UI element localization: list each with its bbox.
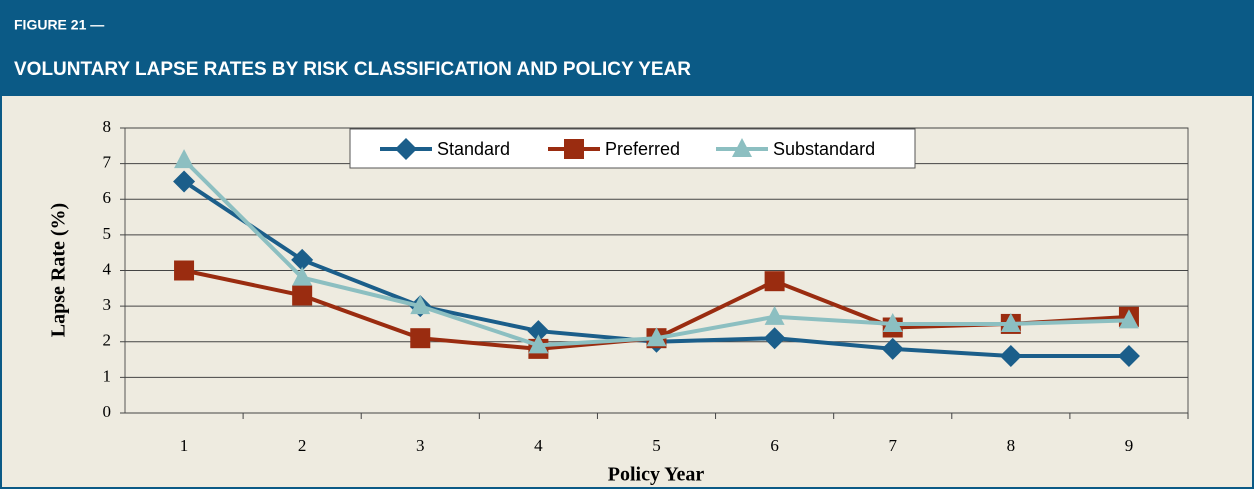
header-band: [0, 0, 1254, 96]
y-tick-label: 0: [103, 402, 112, 421]
y-tick-label: 7: [103, 153, 112, 172]
x-tick-label: 5: [652, 436, 661, 455]
legend-marker: [564, 139, 584, 159]
legend-marker: [732, 138, 752, 157]
legend-label: Preferred: [605, 139, 680, 159]
x-tick-label: 9: [1125, 436, 1134, 455]
data-point: [881, 337, 904, 360]
data-point: [646, 327, 667, 347]
y-tick-label: 3: [103, 295, 112, 314]
data-point: [173, 170, 196, 193]
legend-label: Standard: [437, 139, 510, 159]
x-tick-label: 7: [888, 436, 897, 455]
legend-box: [349, 128, 916, 169]
data-point: [764, 305, 785, 325]
data-point: [999, 345, 1022, 367]
y-tick-label: 4: [103, 259, 112, 278]
data-point: [410, 328, 431, 349]
data-point: [292, 285, 313, 306]
data-point: [410, 295, 431, 315]
x-tick-label: 1: [180, 436, 189, 455]
data-point: [528, 334, 549, 354]
data-point: [882, 312, 903, 332]
y-tick-label: 2: [103, 331, 112, 350]
figure-label: FIGURE 21 —: [14, 17, 104, 33]
y-tick-label: 8: [103, 117, 112, 136]
x-axis-label: Policy Year: [608, 464, 705, 486]
x-tick-label: 6: [770, 436, 779, 455]
x-tick-label: 4: [534, 436, 543, 455]
data-point: [1000, 312, 1021, 332]
data-point: [174, 260, 195, 281]
y-axis-label: Lapse Rate (%): [48, 203, 70, 337]
x-tick-label: 8: [1007, 436, 1016, 455]
data-point: [292, 266, 313, 286]
data-point: [527, 320, 550, 343]
x-tick-label: 2: [298, 436, 307, 455]
y-tick-label: 5: [103, 224, 112, 243]
legend-marker: [395, 138, 417, 160]
data-point: [763, 327, 786, 350]
chart-title: VOLUNTARY LAPSE RATES BY RISK CLASSIFICA…: [14, 59, 691, 80]
x-tick-label: 3: [416, 436, 425, 455]
data-point: [1118, 309, 1139, 329]
data-point: [1117, 345, 1140, 367]
legend-label: Substandard: [773, 139, 875, 159]
data-point: [291, 248, 314, 271]
y-tick-label: 6: [103, 188, 112, 207]
data-point: [764, 271, 785, 292]
data-point: [174, 149, 195, 169]
y-tick-label: 1: [103, 366, 112, 385]
